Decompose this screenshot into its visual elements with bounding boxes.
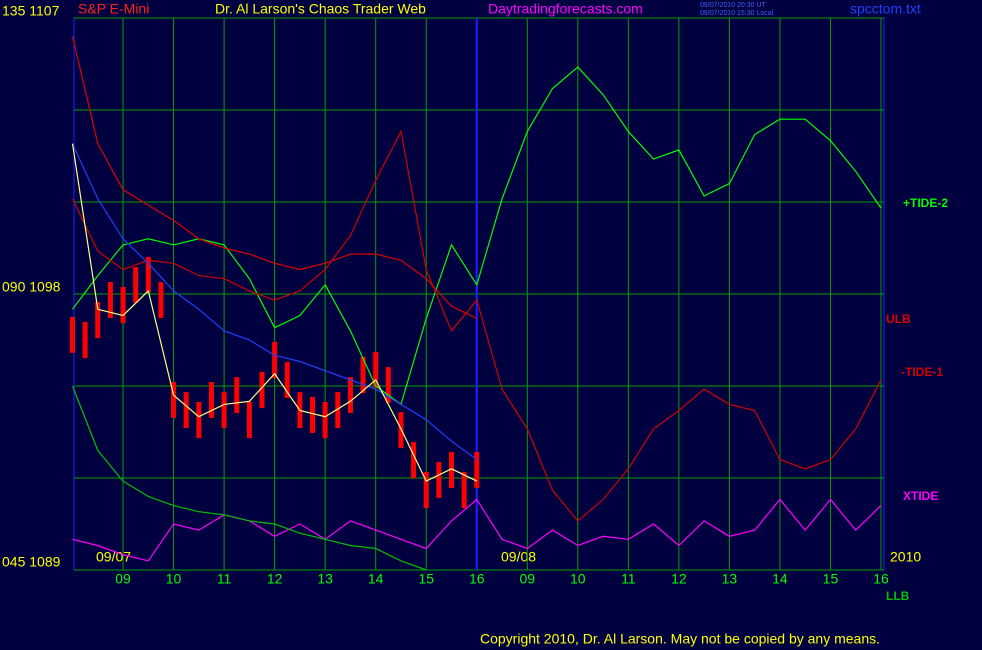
date-label: 2010 [890, 549, 921, 565]
x-tick-label: 10 [570, 571, 586, 587]
copyright: Copyright 2010, Dr. Al Larson. May not b… [480, 631, 880, 647]
series-label: -TIDE-1 [901, 365, 943, 379]
x-tick-label: 10 [166, 571, 182, 587]
x-tick-label: 12 [267, 571, 283, 587]
file-name: spcctom.txt [850, 1, 921, 17]
y-tick-label: 090 1098 [2, 279, 61, 295]
series-line [72, 66, 882, 406]
x-tick-label: 16 [469, 571, 485, 587]
x-tick-label: 16 [873, 571, 889, 587]
y-tick-label: 045 1089 [2, 554, 61, 570]
series-line [71, 36, 478, 320]
x-tick-label: 09 [115, 571, 131, 587]
series-line [71, 143, 478, 461]
series-line [72, 498, 882, 562]
series-label: ULB [886, 312, 911, 326]
date-label: 09/07 [96, 549, 131, 565]
site: Daytradingforecasts.com [488, 1, 643, 17]
x-tick-label: 14 [772, 571, 788, 587]
x-tick-label: 15 [418, 571, 434, 587]
y-tick-label: 135 1107 [2, 3, 60, 19]
x-tick-label: 12 [671, 571, 687, 587]
date-label: 09/08 [501, 549, 536, 565]
x-tick-label: 11 [217, 571, 232, 587]
time-local: 09/07/2010 15:30 Local [700, 10, 774, 17]
series-label: +TIDE-2 [903, 196, 948, 210]
time-ut: 09/07/2010 20:30 UT [700, 2, 766, 9]
symbol: S&P E-Mini [78, 1, 149, 17]
series-line [71, 129, 882, 522]
series-label: LLB [886, 589, 910, 603]
x-tick-label: 14 [368, 571, 384, 587]
x-tick-label: 15 [823, 571, 839, 587]
x-tick-label: 09 [519, 571, 535, 587]
series-line [71, 143, 478, 482]
series-line [71, 385, 427, 571]
x-tick-label: 13 [722, 571, 738, 587]
title: Dr. Al Larson's Chaos Trader Web [215, 1, 426, 17]
x-tick-label: 13 [317, 571, 333, 587]
x-tick-label: 11 [621, 571, 636, 587]
series-label: XTIDE [903, 489, 938, 503]
